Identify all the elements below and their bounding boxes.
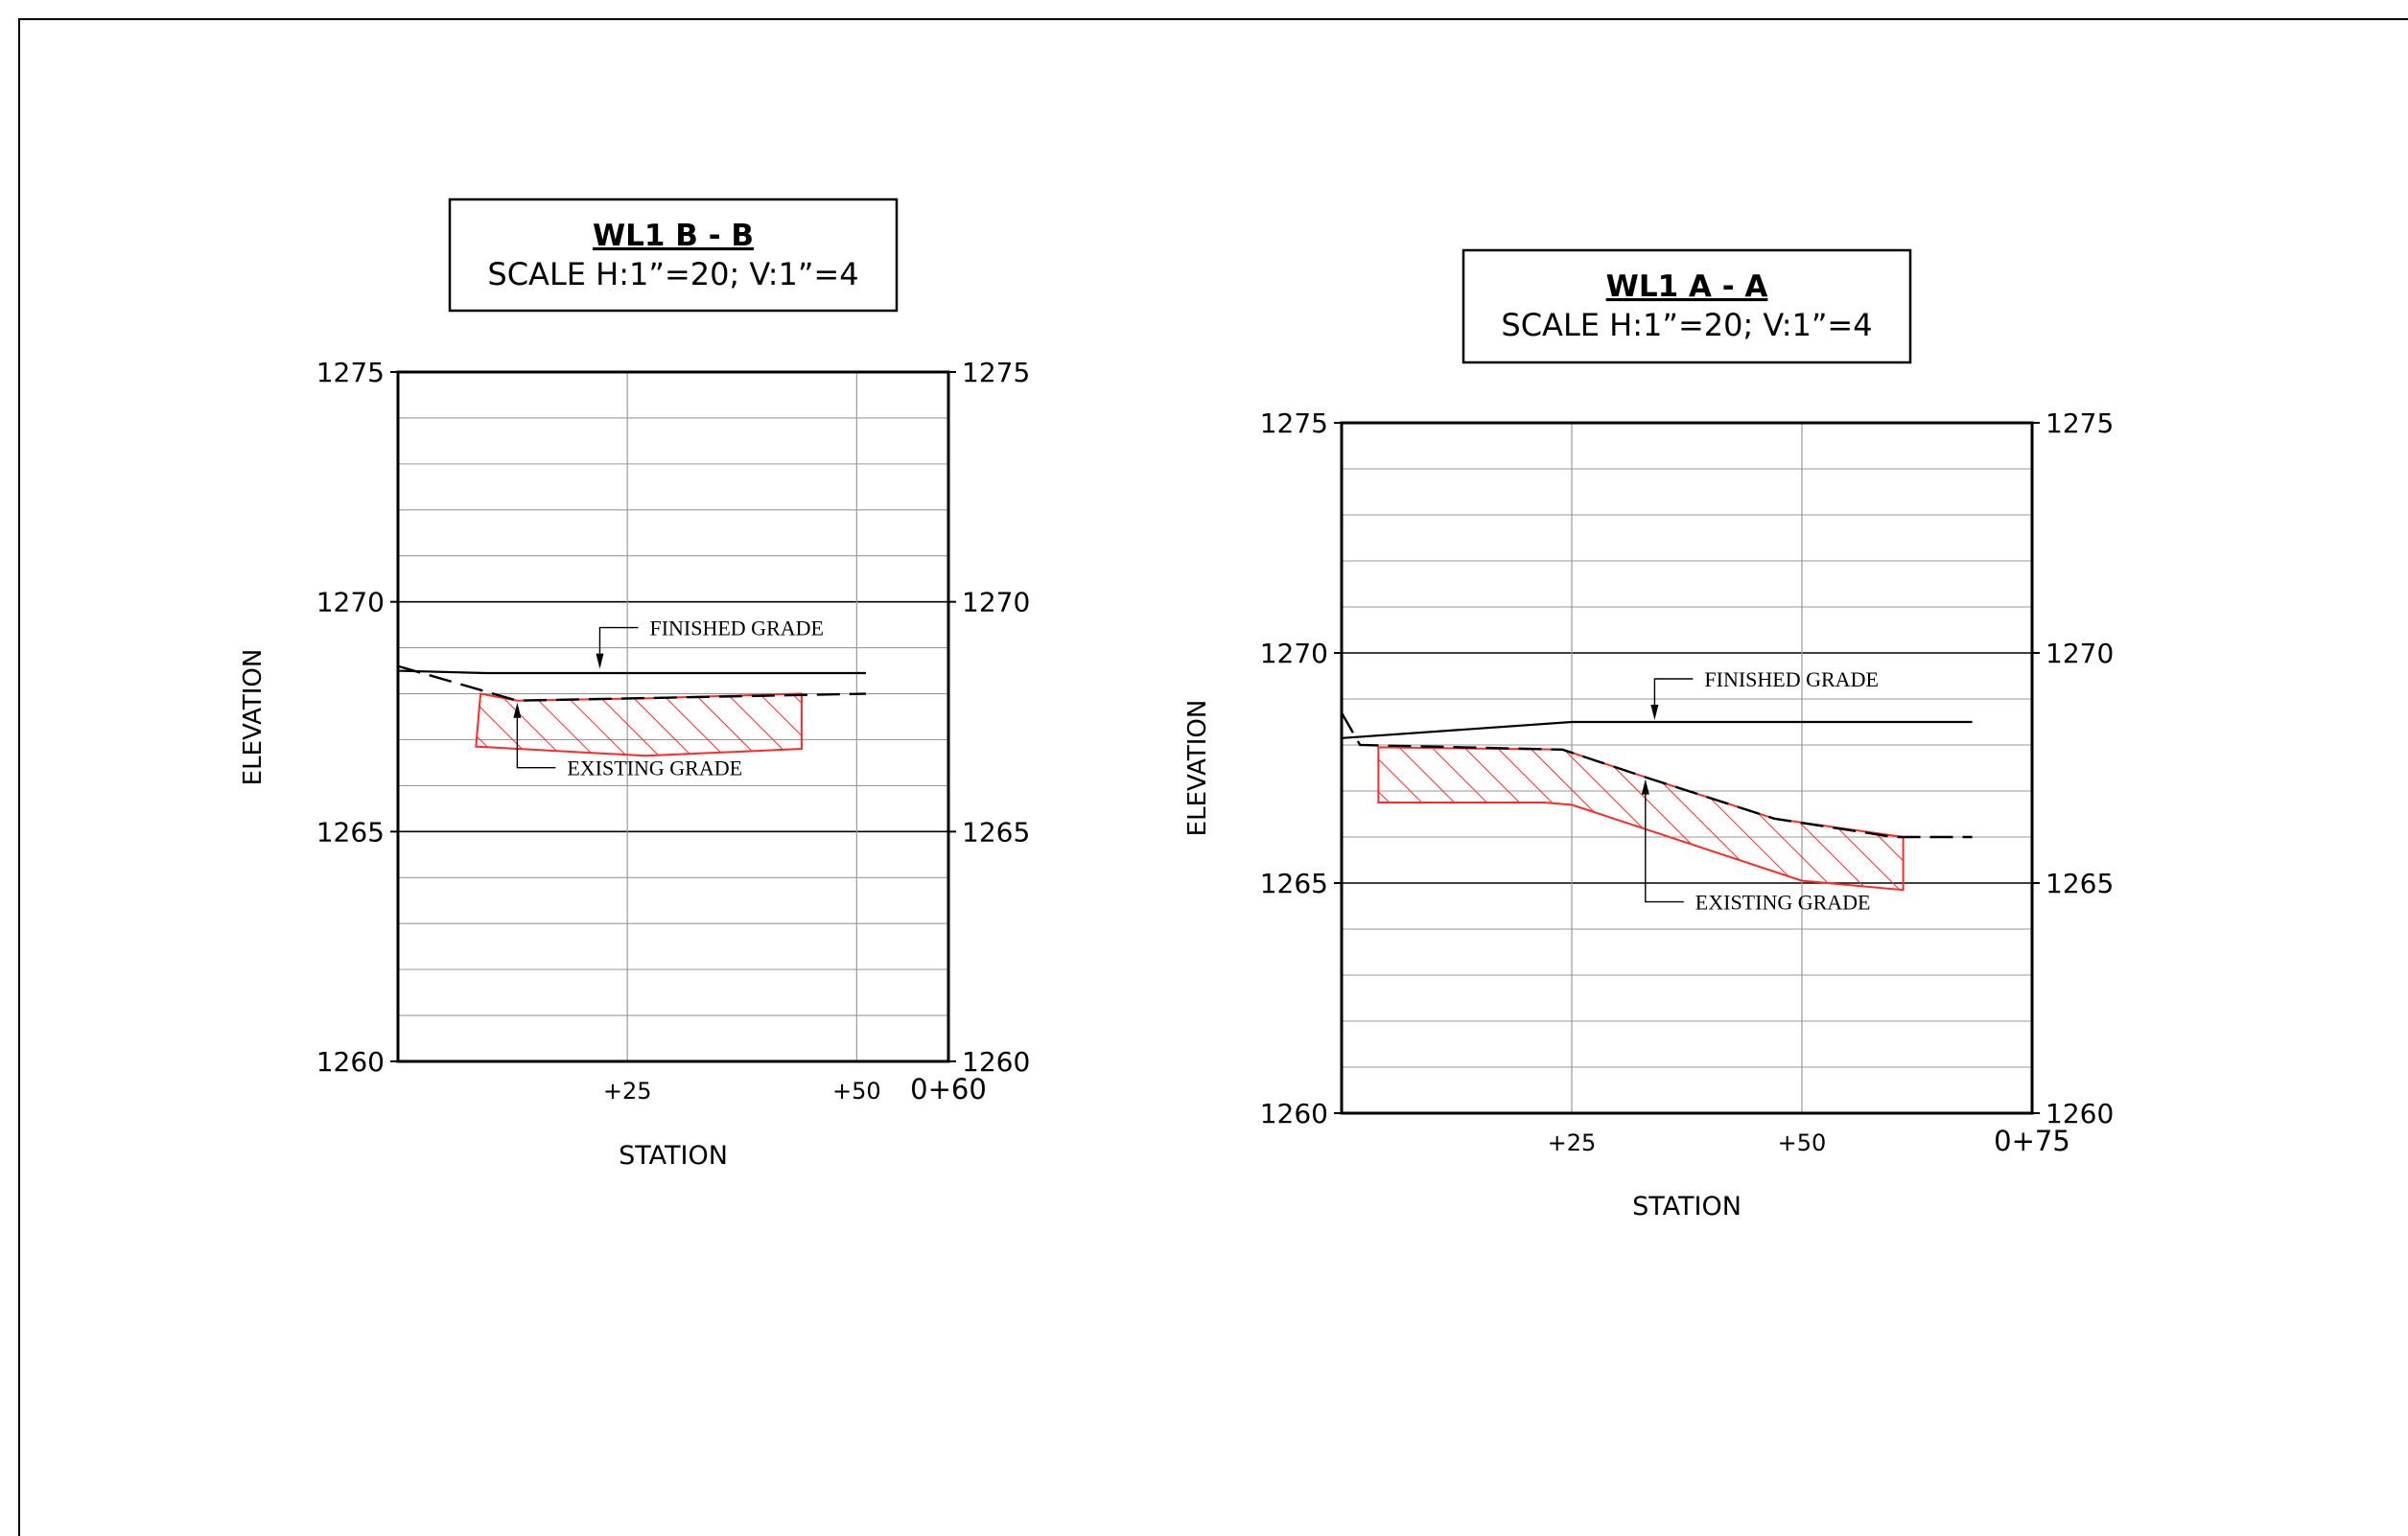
existing-grade-line <box>397 664 866 702</box>
callout-leader <box>1645 794 1684 903</box>
x-tick-label: 0+60 <box>910 1073 987 1105</box>
y-tick-label-left: 1265 <box>316 816 385 848</box>
y-axis-label-b-b: ELEVATION <box>239 649 268 786</box>
y-tick-label-right: 1260 <box>2046 1098 2114 1129</box>
callout-label: FINISHED GRADE <box>649 617 824 640</box>
plot-frame-b-b <box>396 370 950 1063</box>
arrowhead-icon <box>1641 779 1649 795</box>
y-tick-label-right: 1275 <box>962 357 1030 388</box>
section-title-b-b: WL1 B - B <box>593 219 754 253</box>
y-axis-label-a-a: ELEVATION <box>1183 700 1212 837</box>
y-tick-label-right: 1265 <box>962 816 1030 848</box>
cut-area-hatch <box>1377 746 1905 892</box>
section-scale-a-a: SCALE H:1”=20; V:1”=4 <box>1501 307 1872 343</box>
plot-frame-a-a <box>1340 421 2034 1115</box>
y-tick-label-right: 1270 <box>2046 638 2114 669</box>
x-axis-label-a-a: STATION <box>1632 1192 1742 1222</box>
callout-leader <box>516 717 556 769</box>
title-box-b-b <box>448 198 899 313</box>
x-tick-label: +50 <box>1778 1129 1827 1156</box>
section-b-b: WL1 B - B SCALE H:1”=20; V:1”=4 FINISHED… <box>239 198 1030 1171</box>
arrowhead-icon <box>596 653 604 669</box>
y-tick-label-left: 1275 <box>1260 407 1328 439</box>
callout-label: FINISHED GRADE <box>1704 667 1879 691</box>
y-tick-label-right: 1275 <box>2046 407 2114 439</box>
y-tick-label-right: 1270 <box>962 587 1030 618</box>
title-box-a-a <box>1461 248 1912 364</box>
callout-label: EXISTING GRADE <box>1695 891 1871 915</box>
arrowhead-icon <box>513 702 522 718</box>
existing-grade-line <box>1340 711 1973 839</box>
x-axis-label-b-b: STATION <box>619 1141 728 1171</box>
y-tick-label-right: 1265 <box>2046 868 2114 899</box>
y-tick-label-left: 1275 <box>316 357 385 388</box>
y-tick-label-right: 1260 <box>962 1046 1030 1078</box>
y-tick-label-left: 1260 <box>1260 1098 1328 1129</box>
x-tick-label: +25 <box>1548 1129 1597 1156</box>
section-a-a: WL1 A - A SCALE H:1”=20; V:1”=4 FINISHED… <box>1183 248 2114 1222</box>
section-title-a-a: WL1 A - A <box>1606 269 1768 304</box>
y-tick-label-left: 1270 <box>316 587 385 618</box>
section-scale-b-b: SCALE H:1”=20; V:1”=4 <box>487 256 858 292</box>
callout-label: EXISTING GRADE <box>567 756 742 780</box>
sheet-border <box>18 18 2408 1536</box>
arrowhead-icon <box>1650 705 1659 720</box>
x-tick-label: +25 <box>603 1078 652 1105</box>
cut-area-hatch <box>475 692 803 757</box>
y-tick-label-left: 1265 <box>1260 868 1328 899</box>
finished-grade-line <box>1341 720 1973 739</box>
y-tick-label-left: 1260 <box>316 1046 385 1078</box>
callout-leader <box>598 626 639 654</box>
y-tick-label-left: 1270 <box>1260 638 1328 669</box>
finished-grade-line <box>397 669 866 675</box>
x-tick-label: +50 <box>832 1078 881 1105</box>
x-tick-label: 0+75 <box>1994 1125 2070 1157</box>
callout-leader <box>1653 678 1694 705</box>
